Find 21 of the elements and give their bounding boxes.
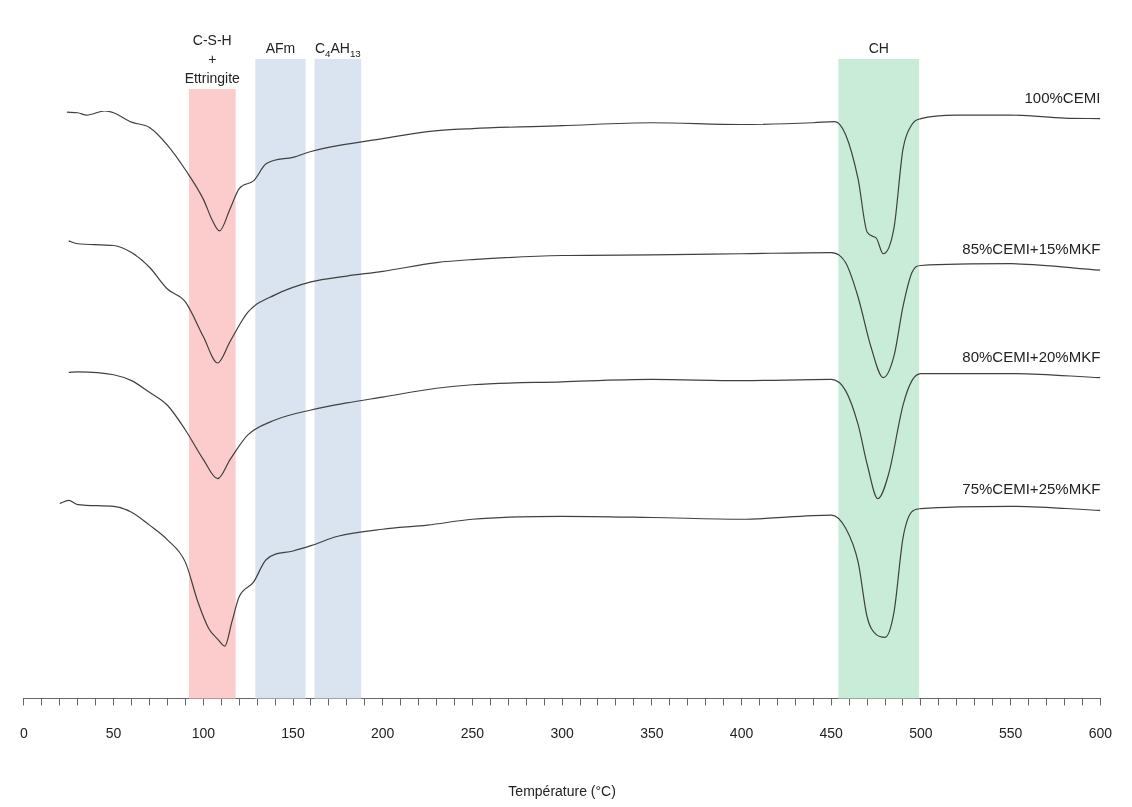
x-tick-label: 450 xyxy=(819,724,844,741)
x-tick-label: 100 xyxy=(191,724,216,741)
x-tick-label: 0 xyxy=(19,724,28,741)
x-tick-label: 500 xyxy=(909,724,933,741)
x-tick-label: 50 xyxy=(105,724,122,741)
x-tick-label: 600 xyxy=(1088,724,1113,741)
band-label: AFm xyxy=(265,40,296,56)
series-label: 85%CEMI+15%MKF xyxy=(962,240,1101,258)
x-tick-label: 250 xyxy=(460,724,485,741)
x-tick-label: 200 xyxy=(371,724,395,741)
x-tick-label: 300 xyxy=(550,724,574,741)
x-axis-title: Température (°C) xyxy=(508,783,616,800)
x-tick-label: 400 xyxy=(729,724,754,741)
series-label: 75%CEMI+25%MKF xyxy=(962,480,1101,498)
series-label: 100%CEMI xyxy=(1024,88,1101,106)
x-tick-label: 350 xyxy=(640,724,664,741)
series-label: 80%CEMI+20%MKF xyxy=(962,347,1101,365)
x-tick-label: 550 xyxy=(998,724,1023,741)
band-label: CH xyxy=(868,40,889,56)
x-tick-label: 150 xyxy=(281,724,305,741)
band-label: C-S-H + Ettringite xyxy=(184,32,241,86)
